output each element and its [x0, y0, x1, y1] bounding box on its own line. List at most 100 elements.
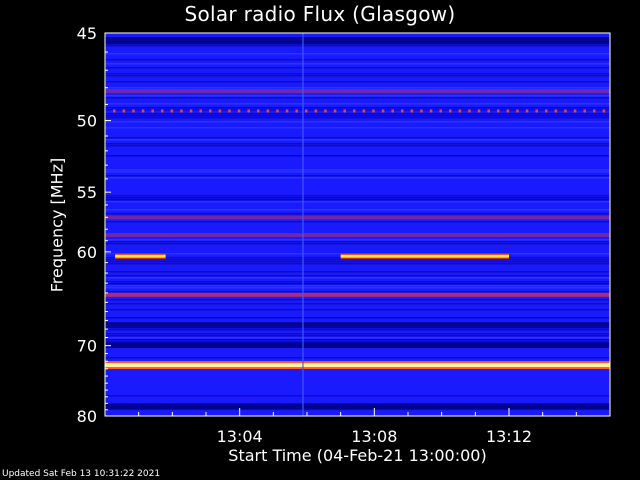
dotted-mark — [266, 109, 270, 113]
texture-stripe — [105, 241, 610, 243]
texture-stripe — [105, 333, 610, 335]
texture-stripe — [105, 137, 610, 139]
texture-stripe — [105, 287, 610, 289]
texture-stripe — [105, 239, 610, 241]
texture-stripe — [105, 243, 610, 245]
dotted-mark — [449, 109, 452, 113]
dotted-mark — [189, 109, 193, 113]
texture-stripe — [105, 175, 610, 177]
y-tick-label: 45 — [77, 24, 97, 43]
vertical-artifact — [301, 33, 304, 416]
dotted-mark — [458, 109, 462, 113]
dotted-mark — [333, 109, 337, 113]
texture-stripe — [105, 53, 610, 55]
texture-stripe — [105, 115, 610, 117]
texture-stripe — [105, 45, 610, 47]
dotted-mark — [180, 109, 183, 113]
burst-core — [340, 254, 509, 258]
band-line — [105, 363, 610, 368]
dark-band — [105, 342, 610, 349]
dotted-mark — [305, 109, 308, 113]
texture-stripe — [105, 121, 610, 123]
texture-stripe — [105, 107, 610, 109]
texture-stripe — [105, 117, 610, 119]
band-line — [105, 215, 610, 220]
texture-stripe — [105, 277, 610, 279]
dotted-mark — [362, 109, 366, 113]
dotted-mark — [401, 109, 404, 113]
texture-stripe — [105, 177, 610, 179]
texture-stripe — [105, 95, 610, 97]
y-tick-label: 55 — [77, 183, 97, 202]
dotted-mark — [545, 109, 548, 113]
dotted-mark — [161, 109, 164, 113]
texture-stripe — [105, 395, 610, 397]
texture-stripe — [105, 87, 610, 89]
texture-stripe — [105, 155, 610, 157]
texture-stripe — [105, 209, 610, 211]
dotted-mark — [247, 109, 250, 113]
dotted-mark — [170, 109, 174, 113]
texture-stripe — [105, 59, 610, 61]
band-line — [105, 292, 610, 297]
dotted-mark — [468, 109, 471, 113]
dotted-mark — [324, 109, 327, 113]
texture-stripe — [105, 317, 610, 319]
texture-stripe — [105, 63, 610, 65]
dotted-mark — [141, 109, 145, 113]
dotted-mark — [410, 109, 414, 113]
texture-stripe — [105, 291, 610, 293]
texture-stripe — [105, 171, 610, 173]
texture-stripe — [105, 81, 610, 83]
y-tick-label: 60 — [77, 243, 97, 262]
y-axis: 45 50 55 60 70 80 — [77, 24, 111, 426]
band-line — [105, 89, 610, 94]
dark-band — [105, 403, 610, 410]
dotted-mark — [506, 109, 510, 113]
texture-stripe — [105, 143, 610, 145]
texture-stripe — [105, 339, 610, 341]
dotted-mark — [583, 109, 586, 113]
dotted-mark — [381, 109, 385, 113]
dotted-mark — [113, 109, 116, 113]
y-tick-label: 80 — [77, 407, 97, 426]
texture-stripe — [105, 329, 610, 331]
texture-stripe — [105, 281, 610, 283]
x-axis-label: Start Time (04-Feb-21 13:00:00) — [228, 446, 487, 465]
texture-stripe — [105, 335, 610, 337]
plot-area — [105, 33, 610, 416]
dotted-mark — [209, 109, 212, 113]
dotted-mark — [525, 109, 529, 113]
dotted-mark — [477, 109, 481, 113]
texture-stripe — [105, 113, 610, 115]
dotted-mark — [132, 109, 135, 113]
texture-stripe — [105, 309, 610, 311]
dotted-mark — [593, 109, 596, 113]
dotted-mark — [497, 109, 500, 113]
y-tick-label: 70 — [77, 337, 97, 356]
texture-stripe — [105, 327, 610, 329]
dotted-mark — [391, 109, 394, 113]
x-tick-label: 13:12 — [486, 427, 532, 446]
texture-stripe — [105, 109, 610, 111]
texture-stripe — [105, 169, 610, 171]
dotted-mark — [199, 109, 202, 113]
y-tick-label: 50 — [77, 112, 97, 131]
texture-stripe — [105, 259, 610, 261]
texture-stripe — [105, 73, 610, 75]
texture-stripe — [105, 271, 610, 273]
dotted-mark — [554, 109, 558, 113]
texture-stripe — [105, 103, 610, 105]
x-tick-label: 13:04 — [217, 427, 263, 446]
texture-stripe — [105, 263, 610, 265]
chart-title: Solar radio Flux (Glasgow) — [184, 2, 456, 26]
x-axis: 13:04 13:08 13:12 — [138, 408, 577, 446]
texture-stripe — [105, 197, 610, 199]
dotted-mark — [343, 109, 346, 113]
spectrogram-marks — [105, 33, 610, 416]
dotted-mark — [295, 109, 298, 113]
dotted-mark — [535, 109, 538, 113]
dotted-mark — [285, 109, 289, 113]
updated-timestamp: Updated Sat Feb 13 10:31:22 2021 — [2, 469, 161, 479]
plot-frame — [104, 32, 611, 417]
